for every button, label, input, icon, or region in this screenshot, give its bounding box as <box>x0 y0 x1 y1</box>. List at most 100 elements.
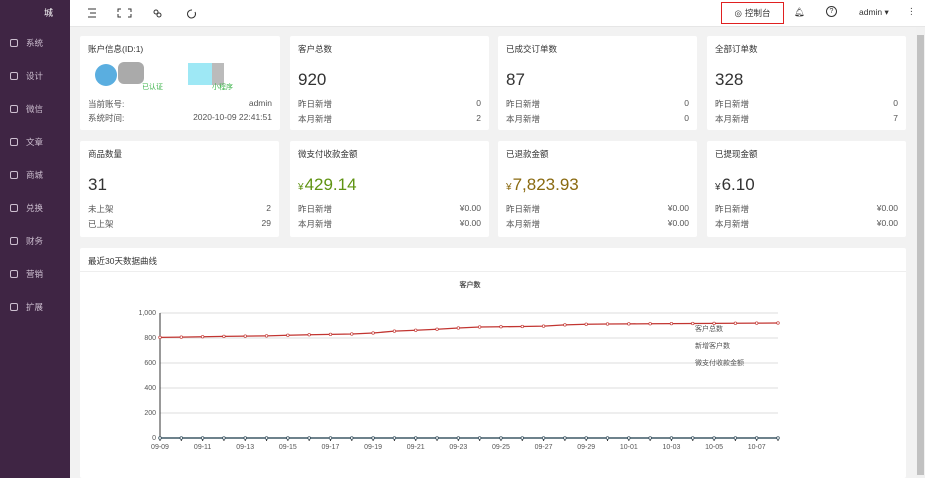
stat-card: 全部订单数 328 昨日新增 0 本月新增 7 <box>707 36 906 130</box>
card-value: ¥429.14 <box>298 175 357 195</box>
currency: ¥ <box>506 182 512 193</box>
menu-icon <box>10 171 18 179</box>
toolbar-icons[interactable] <box>84 6 214 20</box>
menu-label: 营销 <box>26 269 44 279</box>
data-point <box>712 436 716 440</box>
user-menu[interactable]: admin ▾ <box>859 7 889 17</box>
data-point <box>627 436 631 440</box>
stat-row: 未上架 2 <box>88 203 271 215</box>
topbar: ◎ 控制台 🔔︎ ? admin ▾ ⋮ <box>70 0 925 27</box>
legend-entry: 微支付收款金额 <box>695 358 744 367</box>
info-label: 当前账号: <box>88 99 125 109</box>
data-point <box>648 436 652 440</box>
info-row: 当前账号: admin <box>88 98 272 110</box>
stat-row: 昨日新增 ¥0.00 <box>298 203 481 215</box>
menu-item[interactable]: 商城 <box>10 169 43 181</box>
amount: 31 <box>88 175 107 194</box>
data-point <box>328 332 333 337</box>
data-point <box>307 333 311 337</box>
x-tick-label: 10-03 <box>662 444 680 451</box>
info-row: 系统时间: 2020-10-09 22:41:51 <box>88 112 272 124</box>
menu-item[interactable]: 兑换 <box>10 202 43 214</box>
data-point <box>200 436 205 440</box>
data-point <box>733 436 738 440</box>
account-card: 账户信息(ID:1) 已认证 小程序 当前账号: admin 系统时间: 2020-1… <box>80 36 280 130</box>
card-title: 已成交订单数 <box>506 44 558 54</box>
data-point <box>776 321 780 325</box>
x-tick-label: 09-19 <box>364 444 382 451</box>
stat-card: 商品数量 31 未上架 2 已上架 29 <box>80 141 279 237</box>
data-point <box>222 436 226 440</box>
avatar <box>188 63 216 85</box>
menu-item[interactable]: 营销 <box>10 268 43 280</box>
data-point <box>499 325 503 329</box>
data-point <box>286 436 290 440</box>
stat-value: 7 <box>893 113 898 123</box>
menu-label: 文章 <box>26 137 44 147</box>
stat-value: ¥0.00 <box>876 203 898 213</box>
card-title: 客户总数 <box>298 44 333 54</box>
more-icon[interactable]: ⋮ <box>907 6 916 16</box>
data-point <box>264 334 269 338</box>
card-value: 31 <box>88 175 107 195</box>
stat-label: 本月新增 <box>506 114 541 124</box>
help-icon[interactable]: ? <box>826 6 837 17</box>
stat-row: 本月新增 7 <box>715 113 898 125</box>
x-tick-label: 09-25 <box>492 444 510 451</box>
stat-label: 已上架 <box>88 219 114 229</box>
data-point <box>563 323 567 327</box>
avatar <box>118 62 144 84</box>
stat-row: 本月新增 0 <box>506 113 689 125</box>
x-tick-label: 09-13 <box>236 444 254 451</box>
menu-item[interactable]: 文章 <box>10 136 43 148</box>
card-value: ¥7,823.93 <box>506 175 579 195</box>
avatar <box>212 63 224 85</box>
menu-item[interactable]: 系统 <box>10 37 43 49</box>
info-value: 2020-10-09 22:41:51 <box>193 112 272 122</box>
data-point <box>627 322 631 326</box>
data-point <box>371 331 375 335</box>
data-point <box>456 436 460 440</box>
data-point <box>478 325 482 329</box>
menu-item[interactable]: 财务 <box>10 235 43 247</box>
menu-icon <box>10 204 18 212</box>
stat-card: 客户总数 920 昨日新增 0 本月新增 2 <box>290 36 489 130</box>
data-point <box>435 436 439 440</box>
info-value: admin <box>248 98 272 108</box>
card-title: 商品数量 <box>88 149 123 159</box>
user-name: admin <box>859 7 883 17</box>
menu-item[interactable]: 扩展 <box>10 301 43 313</box>
bell-icon[interactable]: 🔔︎ <box>794 7 805 17</box>
data-point <box>392 436 397 440</box>
stat-label: 本月新增 <box>715 114 750 124</box>
menu-label: 设计 <box>26 71 44 81</box>
stat-value: 2 <box>266 203 271 213</box>
menu-item[interactable]: 设计 <box>10 70 43 82</box>
amount: 328 <box>715 70 744 89</box>
panel-title: 最近30天数据曲线 <box>88 256 157 266</box>
chart-panel: 最近30天数据曲线 客户数 0 200 400 600 800 1,000 09-09 09-1… <box>80 248 906 478</box>
menu-item[interactable]: 微信 <box>10 103 43 115</box>
menu-label: 扩展 <box>26 302 44 312</box>
amount: 7,823.93 <box>512 175 579 194</box>
console-label: 控制台 <box>744 8 771 18</box>
stat-label: 昨日新增 <box>506 99 541 109</box>
stat-value: 0 <box>893 98 898 108</box>
badge: 小程序 <box>212 84 233 91</box>
stat-value: ¥0.00 <box>459 218 481 228</box>
avatar <box>95 64 117 86</box>
currency: ¥ <box>298 182 304 193</box>
x-tick-label: 09-23 <box>449 444 467 451</box>
currency: ¥ <box>715 182 721 193</box>
y-tick-label: 200 <box>144 410 156 417</box>
stat-value: ¥0.00 <box>876 218 898 228</box>
data-point <box>691 321 695 326</box>
data-point <box>755 436 759 440</box>
stat-label: 本月新增 <box>506 219 541 229</box>
x-tick-label: 09-29 <box>577 444 595 451</box>
scroll-thumb[interactable] <box>917 35 924 475</box>
console-button[interactable]: ◎ 控制台 <box>721 2 784 24</box>
stat-card: 已提现金额 ¥6.10 昨日新增 ¥0.00 本月新增 ¥0.00 <box>707 141 906 237</box>
x-tick-label: 09-15 <box>279 444 297 451</box>
x-tick-label: 09-17 <box>322 444 340 451</box>
